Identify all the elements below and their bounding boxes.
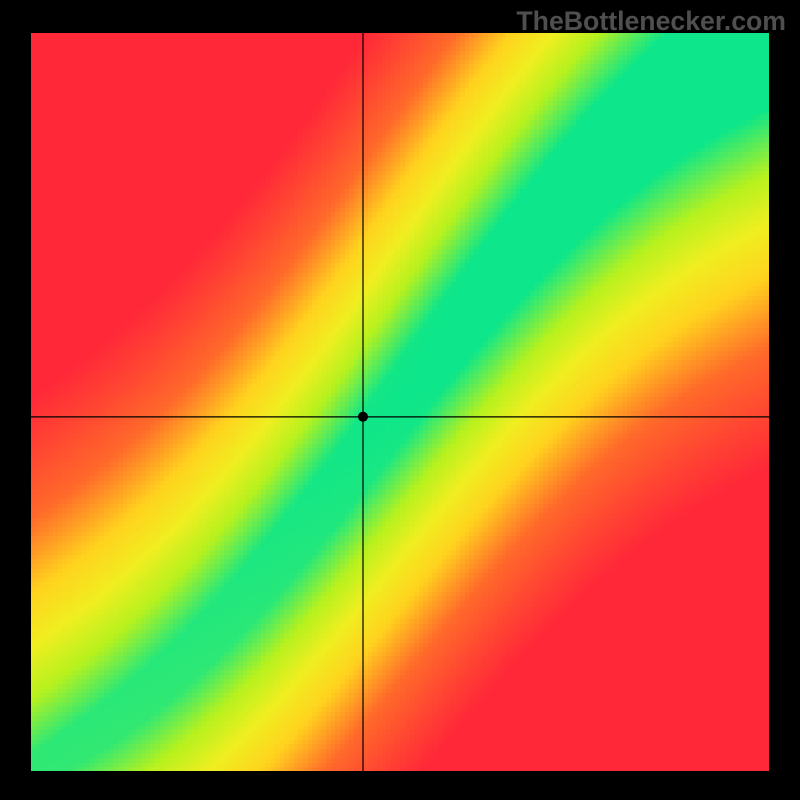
chart-container: TheBottlenecker.com [0, 0, 800, 800]
bottleneck-heatmap [0, 0, 800, 800]
